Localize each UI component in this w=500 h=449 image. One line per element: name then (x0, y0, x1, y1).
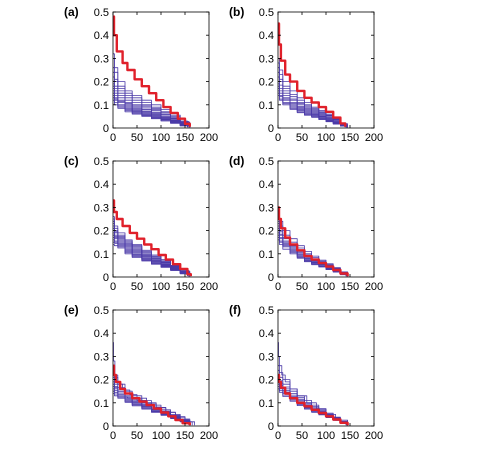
panel-5-series (113, 342, 195, 426)
y-tick-label: 0.3 (94, 202, 109, 214)
y-tick-label: 0.1 (94, 249, 109, 261)
x-tick-label: 150 (341, 430, 359, 442)
panel-label: (a) (64, 5, 79, 19)
x-tick-label: 0 (275, 430, 281, 442)
x-tick-label: 200 (200, 281, 218, 293)
ensemble-series-line-3-13 (113, 244, 190, 277)
y-tick-label: 0.1 (259, 249, 274, 261)
panel-label: (c) (64, 154, 79, 168)
ensemble-series-line-4-11 (278, 239, 347, 277)
panel-2: 0 0.1 0.2 0.3 0.4 0.5 0 50 100 150 200 (b) (229, 5, 383, 144)
y-tick-label: 0.3 (259, 53, 274, 65)
y-tick-label: 0.1 (259, 398, 274, 410)
panel-6: 0 0.1 0.2 0.3 0.4 0.5 0 50 100 150 200 (f) (229, 303, 383, 442)
x-tick-label: 100 (317, 281, 335, 293)
panel-1-series (113, 15, 191, 128)
panel-1: 0 0.1 0.2 0.3 0.4 0.5 0 50 100 150 200 (a) (64, 5, 218, 144)
y-tick-label: 0.4 (259, 30, 274, 42)
x-tick-label: 0 (275, 281, 281, 293)
x-tick-label: 100 (317, 430, 335, 442)
x-tick-label: 150 (341, 132, 359, 144)
y-tick-label: 0.3 (94, 53, 109, 65)
y-tick-label: 0.2 (259, 77, 274, 89)
y-tick-label: 0.1 (259, 100, 274, 112)
highlight-series-line-4-0 (278, 206, 349, 277)
y-tick-label: 0 (268, 421, 274, 433)
x-tick-label: 0 (110, 430, 116, 442)
y-tick-label: 0.5 (259, 7, 274, 19)
x-tick-label: 50 (131, 281, 143, 293)
highlight-series-line-5-0 (113, 364, 191, 426)
y-tick-label: 0.5 (94, 7, 109, 19)
y-tick-label: 0.4 (259, 179, 274, 191)
x-tick-label: 200 (365, 281, 383, 293)
x-tick-label: 0 (110, 281, 116, 293)
x-tick-label: 50 (296, 430, 308, 442)
panel-4-axes-box (277, 160, 375, 278)
highlight-series-line-1-0 (113, 15, 191, 127)
panel-label: (b) (229, 5, 244, 19)
y-tick-label: 0.3 (259, 202, 274, 214)
y-tick-label: 0.5 (94, 305, 109, 317)
y-tick-label: 0.4 (94, 328, 109, 340)
panel-3: 0 0.1 0.2 0.3 0.4 0.5 0 50 100 150 200 (c) (64, 154, 218, 293)
y-tick-label: 0.2 (94, 375, 109, 387)
ensemble-series-line-2-12 (278, 95, 347, 128)
x-tick-label: 0 (275, 132, 281, 144)
ensemble-series-line-1-14 (113, 99, 188, 128)
y-tick-label: 0 (103, 123, 109, 135)
x-tick-label: 50 (296, 281, 308, 293)
y-tick-label: 0.2 (259, 375, 274, 387)
y-tick-label: 0 (268, 272, 274, 284)
x-tick-label: 100 (317, 132, 335, 144)
y-tick-label: 0.4 (94, 30, 109, 42)
panel-label: (f) (229, 303, 241, 317)
x-tick-label: 100 (152, 132, 170, 144)
y-tick-label: 0.5 (259, 305, 274, 317)
y-tick-label: 0.4 (94, 179, 109, 191)
y-tick-label: 0.2 (259, 226, 274, 238)
x-tick-label: 200 (200, 430, 218, 442)
ensemble-series-line-4-1 (278, 211, 348, 277)
y-tick-label: 0.3 (259, 351, 274, 363)
panel-6-series (278, 342, 349, 426)
x-tick-label: 0 (110, 132, 116, 144)
y-tick-label: 0.4 (259, 328, 274, 340)
panel-label: (d) (229, 154, 244, 168)
highlight-series-line-3-0 (113, 199, 192, 277)
y-tick-label: 0.5 (94, 156, 109, 168)
x-tick-label: 200 (200, 132, 218, 144)
x-tick-label: 150 (341, 281, 359, 293)
x-tick-label: 150 (176, 132, 194, 144)
x-tick-label: 100 (152, 430, 170, 442)
y-tick-label: 0.1 (94, 398, 109, 410)
x-tick-label: 150 (176, 281, 194, 293)
highlight-series-line-6-0 (278, 373, 349, 426)
panel-2-series (278, 22, 348, 128)
x-tick-label: 150 (176, 430, 194, 442)
y-tick-label: 0.1 (94, 100, 109, 112)
y-tick-label: 0.3 (94, 351, 109, 363)
x-tick-label: 200 (365, 430, 383, 442)
x-tick-label: 50 (296, 132, 308, 144)
x-tick-label: 50 (131, 132, 143, 144)
y-tick-label: 0 (103, 272, 109, 284)
panel-4: 0 0.1 0.2 0.3 0.4 0.5 0 50 100 150 200 (d) (229, 154, 383, 293)
x-tick-label: 50 (131, 430, 143, 442)
y-tick-label: 0.5 (259, 156, 274, 168)
x-tick-label: 200 (365, 132, 383, 144)
panel-label: (e) (64, 303, 79, 317)
highlight-series-line-2-0 (278, 22, 347, 127)
panel-4-series (278, 206, 349, 277)
x-tick-label: 100 (152, 281, 170, 293)
y-tick-label: 0.2 (94, 226, 109, 238)
panel-5: 0 0.1 0.2 0.3 0.4 0.5 0 50 100 150 200 (e) (64, 303, 218, 442)
y-tick-label: 0 (103, 421, 109, 433)
y-tick-label: 0.2 (94, 77, 109, 89)
panel-3-series (113, 199, 192, 277)
y-tick-label: 0 (268, 123, 274, 135)
